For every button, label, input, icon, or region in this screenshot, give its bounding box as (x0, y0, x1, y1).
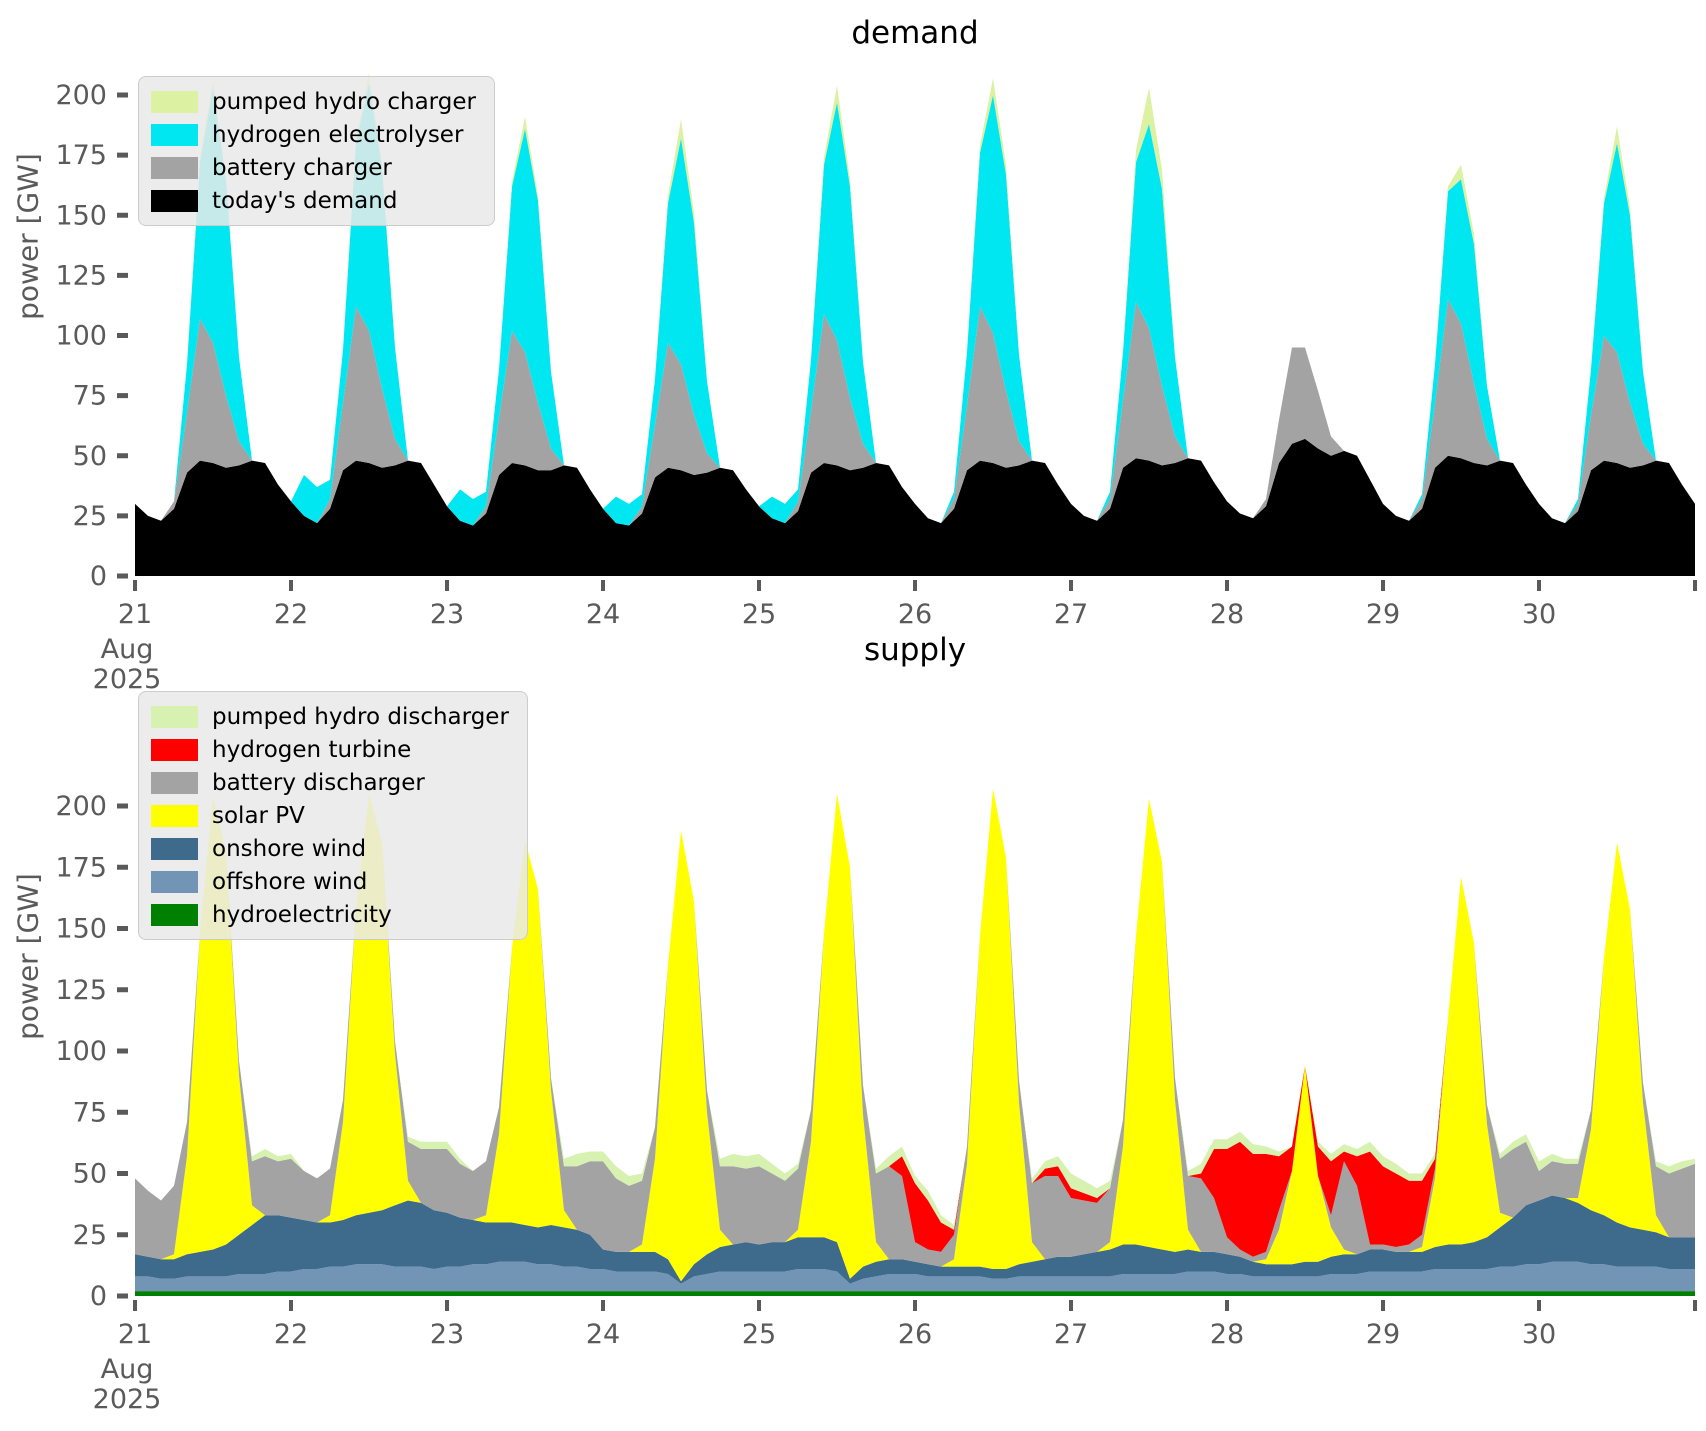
x-axis-year-label: 2025 (93, 664, 162, 695)
y-tick-label: 200 (55, 791, 107, 822)
x-tick-label: 27 (1054, 1319, 1088, 1350)
y-tick-label: 0 (90, 561, 107, 592)
legend-swatch-battery-charger (151, 156, 198, 179)
x-tick-label: 24 (586, 599, 620, 630)
x-tick-label: 24 (586, 1319, 620, 1350)
demand-plot-area (135, 73, 1695, 576)
area-onshore-wind (135, 1195, 1695, 1284)
legend-label: today's demand (212, 187, 398, 214)
legend-item-battery-discharger: battery discharger (151, 768, 509, 797)
y-tick-label: 50 (73, 1159, 107, 1190)
area-hydrogen-electrolyser (135, 83, 1695, 526)
x-tick-label: 21 (118, 599, 152, 630)
x-tick-label: 26 (898, 1319, 932, 1350)
area-today-s-demand (135, 438, 1695, 576)
x-tick-label: 21 (118, 1319, 152, 1350)
legend-label: pumped hydro charger (212, 88, 476, 115)
y-tick-label: 75 (73, 381, 107, 412)
y-tick-label: 25 (73, 1220, 107, 1251)
legend-item-hydrogen-electrolyser: hydrogen electrolyser (151, 120, 476, 149)
y-tick-label: 25 (73, 501, 107, 532)
legend-swatch-hydrogen-electrolyser (151, 123, 198, 146)
demand-chart-title: demand (851, 15, 979, 51)
x-tick-label: 29 (1366, 1319, 1400, 1350)
demand-legend: pumped hydro charger hydrogen electrolyse… (138, 76, 495, 226)
y-tick-label: 100 (55, 1036, 107, 1067)
y-tick-label: 150 (55, 200, 107, 231)
y-tick-label: 175 (55, 140, 107, 171)
x-tick-label: 26 (898, 599, 932, 630)
legend-swatch-solar-pv (151, 804, 198, 827)
legend-item-battery-charger: battery charger (151, 153, 476, 182)
area-offshore-wind (135, 1261, 1695, 1292)
legend-swatch-pumped-hydro-discharger (151, 705, 198, 728)
x-tick-label: 30 (1522, 599, 1556, 630)
x-tick-label: 30 (1522, 1319, 1556, 1350)
supply-y-axis-label: power [GW] (11, 873, 45, 1040)
legend-label: hydrogen turbine (212, 736, 412, 763)
y-tick-label: 50 (73, 441, 107, 472)
legend-item-today-s-demand: today's demand (151, 186, 476, 215)
x-tick-label: 28 (1210, 599, 1244, 630)
y-tick-label: 200 (55, 80, 107, 111)
legend-swatch-offshore-wind (151, 870, 198, 893)
legend-item-offshore-wind: offshore wind (151, 867, 509, 896)
legend-label: battery discharger (212, 769, 425, 796)
legend-swatch-onshore-wind (151, 837, 198, 860)
x-tick-label: 22 (274, 599, 308, 630)
x-tick-label: 25 (742, 1319, 776, 1350)
supply-legend: pumped hydro discharger hydrogen turbine b… (138, 691, 528, 940)
y-tick-label: 125 (55, 260, 107, 291)
x-tick-label: 23 (430, 599, 464, 630)
legend-item-onshore-wind: onshore wind (151, 834, 509, 863)
legend-item-hydrogen-turbine: hydrogen turbine (151, 735, 509, 764)
x-tick-label: 28 (1210, 1319, 1244, 1350)
x-tick-label: 27 (1054, 599, 1088, 630)
y-tick-label: 175 (55, 852, 107, 883)
y-tick-label: 75 (73, 1097, 107, 1128)
legend-label: hydroelectricity (212, 901, 392, 928)
legend-swatch-battery-discharger (151, 771, 198, 794)
x-tick-label: 22 (274, 1319, 308, 1350)
legend-label: pumped hydro discharger (212, 703, 509, 730)
legend-label: hydrogen electrolyser (212, 121, 464, 148)
legend-label: offshore wind (212, 868, 368, 895)
supply-chart-title: supply (863, 632, 967, 668)
legend-swatch-today-s-demand (151, 189, 198, 212)
x-axis-year-label: 2025 (93, 1384, 162, 1415)
legend-label: solar PV (212, 802, 305, 829)
y-tick-label: 150 (55, 914, 107, 945)
x-axis-month-label: Aug (101, 1354, 154, 1385)
legend-item-pumped-hydro-charger: pumped hydro charger (151, 87, 476, 116)
x-tick-label: 25 (742, 599, 776, 630)
legend-label: battery charger (212, 154, 392, 181)
area-battery-charger (135, 299, 1695, 526)
area-hydroelectricity (135, 1291, 1695, 1296)
y-tick-label: 125 (55, 975, 107, 1006)
legend-item-hydroelectricity: hydroelectricity (151, 900, 509, 929)
x-tick-label: 23 (430, 1319, 464, 1350)
legend-swatch-hydroelectricity (151, 903, 198, 926)
x-tick-label: 29 (1366, 599, 1400, 630)
legend-swatch-pumped-hydro-charger (151, 90, 198, 113)
legend-item-pumped-hydro-discharger: pumped hydro discharger (151, 702, 509, 731)
legend-item-solar-pv: solar PV (151, 801, 509, 830)
demand-y-axis-label: power [GW] (11, 153, 45, 320)
y-tick-label: 100 (55, 321, 107, 352)
legend-label: onshore wind (212, 835, 367, 862)
legend-swatch-hydrogen-turbine (151, 738, 198, 761)
y-tick-label: 0 (90, 1281, 107, 1312)
x-axis-month-label: Aug (101, 634, 154, 665)
